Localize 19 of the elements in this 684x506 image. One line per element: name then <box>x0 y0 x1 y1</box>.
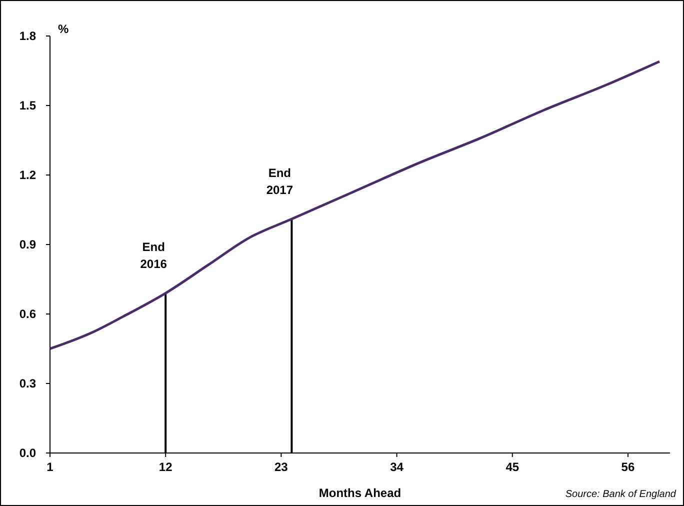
x-tick-label: 56 <box>621 460 635 474</box>
y-tick-label: 0.6 <box>19 307 36 322</box>
source-note: Source: Bank of England <box>565 489 676 500</box>
y-tick-label: 1.8 <box>19 29 36 44</box>
x-tick-label: 34 <box>390 460 404 474</box>
x-tick-label: 23 <box>274 460 288 474</box>
x-tick-label: 12 <box>158 460 173 474</box>
ref-line-label: End 2016 <box>140 240 168 272</box>
x-axis-title: Months Ahead <box>318 486 402 500</box>
ref-line-label: End 2017 <box>266 166 294 198</box>
x-tick-label: 45 <box>506 460 520 474</box>
y-axis-title: % <box>58 22 69 36</box>
y-tick-label: 0.0 <box>19 446 36 460</box>
line-series <box>48 60 661 350</box>
y-tick-label: 1.5 <box>19 98 36 113</box>
y-tick-label: 0.3 <box>19 376 36 391</box>
y-tick-label: 1.2 <box>19 168 36 182</box>
x-tick-label: 1 <box>46 460 54 474</box>
y-tick-label: 0.9 <box>19 238 36 252</box>
